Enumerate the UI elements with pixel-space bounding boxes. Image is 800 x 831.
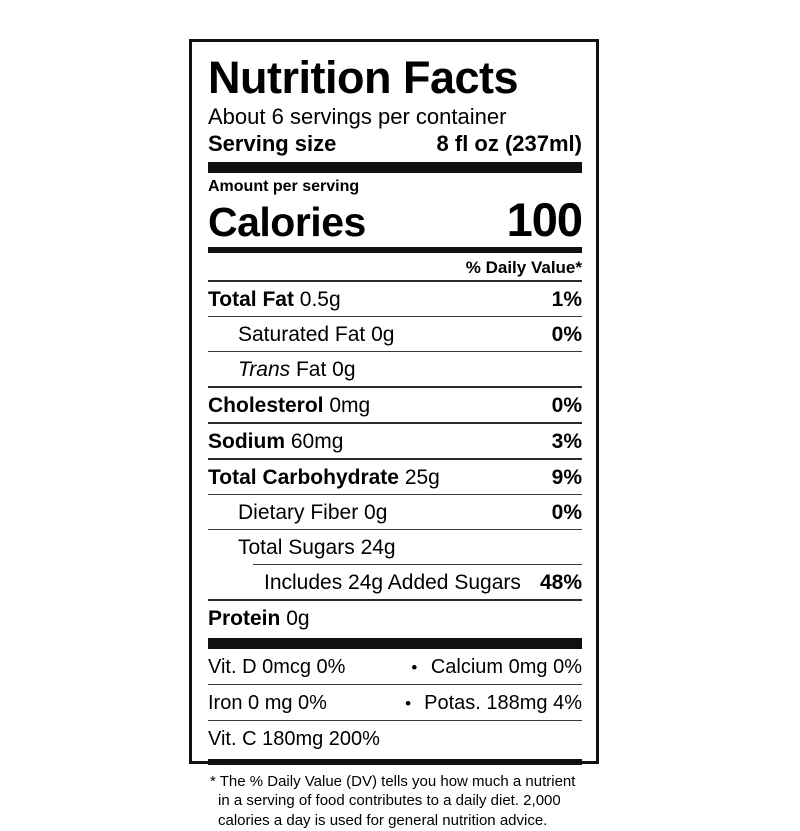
nutrient-dv-total-carbohydrate: 9% [551,465,582,489]
vitamin-row-iron-potassium: Iron 0 mg 0% • Potas. 188mg 4% [208,685,582,720]
nutrient-amount-cholesterol: 0mg [329,393,371,417]
nutrient-name-total-fat: Total Fat 0.5g [208,287,341,311]
page-title: Nutrition Facts [208,52,519,103]
nutrient-name-cholesterol: Cholesterol 0mg [208,393,371,417]
nutrient-dv-added-sugars: 48% [539,570,582,594]
daily-value-header: % Daily Value* [465,257,582,277]
rule-total-carbohydrate [208,457,582,460]
nutrient-amount-protein: 0g [286,606,310,630]
nutrient-dv-sodium: 3% [551,429,582,453]
rule-added-sugars [253,563,582,565]
potassium-value: Potas. 188mg 4% [424,691,582,714]
rule-dietary-fiber [208,493,582,495]
rule-cholesterol [208,385,582,388]
calories-row: Calories 100 [208,193,583,247]
nutrient-row-saturated-fat: Saturated Fat 0g 0% [208,317,582,351]
iron-value: Iron 0 mg 0% [208,691,327,714]
nutrient-row-dietary-fiber: Dietary Fiber 0g 0% [208,495,582,529]
serving-size-row: Serving size 8 fl oz (237ml) [208,131,582,156]
nutrient-name-saturated-fat: Saturated Fat 0g [238,322,395,346]
nutrient-name-sodium: Sodium 60mg [208,429,344,453]
nutrient-amount-total-carbohydrate: 25g [404,465,440,489]
nutrient-name-added-sugars: Includes 24g Added Sugars [264,570,521,594]
rule-total-sugars [208,528,582,530]
vitamin-d-value: Vit. D 0mcg 0% [208,655,346,678]
nutrient-row-cholesterol: Cholesterol 0mg 0% [208,388,582,422]
nutrient-name-dietary-fiber: Dietary Fiber 0g [238,500,388,524]
nutrient-name-trans-fat: Trans Fat 0g [238,357,356,381]
nutrient-amount-total-fat: 0.5g [299,287,341,311]
calcium-value: Calcium 0mg 0% [430,655,582,678]
rule-sodium [208,421,582,424]
bullet-separator-icon-2: • [405,693,412,713]
nutrient-amount-trans-fat: Fat 0g [295,357,356,381]
rule-total-fat [208,279,582,282]
rule-vitamin-row-3 [208,719,582,721]
servings-per-container: About 6 servings per container [208,104,507,129]
nutrient-row-trans-fat: Trans Fat 0g [208,352,582,386]
calories-label: Calories [208,199,366,246]
daily-value-footnote: * The % Daily Value (DV) tells you how m… [210,772,576,830]
nutrient-dv-total-fat: 1% [551,287,582,311]
vitamin-row-d-calcium: Vit. D 0mcg 0% • Calcium 0mg 0% [208,649,582,684]
nutrient-row-total-fat: Total Fat 0.5g 1% [208,282,582,316]
nutrient-name-total-sugars: Total Sugars 24g [238,535,396,559]
nutrient-row-protein: Protein 0g [208,601,582,635]
nutrient-dv-dietary-fiber: 0% [551,500,582,524]
nutrient-name-total-carbohydrate: Total Carbohydrate 25g [208,465,440,489]
bullet-separator-icon: • [411,657,418,677]
nutrient-row-total-carbohydrate: Total Carbohydrate 25g 9% [208,460,582,494]
nutrition-facts-panel: Nutrition Facts About 6 servings per con… [189,39,599,829]
rule-vitamin-row-2 [208,683,582,685]
nutrient-amount-sodium: 60mg [290,429,344,453]
divider-medium-calories [208,246,582,253]
nutrient-row-sodium: Sodium 60mg 3% [208,424,582,458]
rule-protein [208,598,582,601]
divider-medium-footnote [208,758,582,765]
serving-size-label: Serving size [208,130,337,156]
amount-per-serving-label: Amount per serving [208,178,360,196]
divider-thick-vitamins [208,637,582,649]
nutrient-row-total-sugars: Total Sugars 24g [208,530,582,564]
divider-thick-top [208,162,582,174]
rule-trans-fat [208,350,582,352]
nutrient-row-added-sugars: Includes 24g Added Sugars 48% [208,565,582,599]
rule-saturated-fat [208,315,582,317]
nutrient-amount-dietary-fiber: 0g [364,500,388,524]
nutrient-name-protein: Protein 0g [208,606,310,630]
nutrient-amount-saturated-fat: 0g [371,322,395,346]
nutrient-dv-saturated-fat: 0% [551,322,582,346]
calories-value: 100 [506,193,583,247]
nutrient-dv-cholesterol: 0% [551,393,582,417]
vitamin-c-value: Vit. C 180mg 200% [208,727,380,750]
serving-size-value: 8 fl oz (237ml) [436,130,582,156]
vitamin-row-vitamin-c: Vit. C 180mg 200% [208,721,582,756]
